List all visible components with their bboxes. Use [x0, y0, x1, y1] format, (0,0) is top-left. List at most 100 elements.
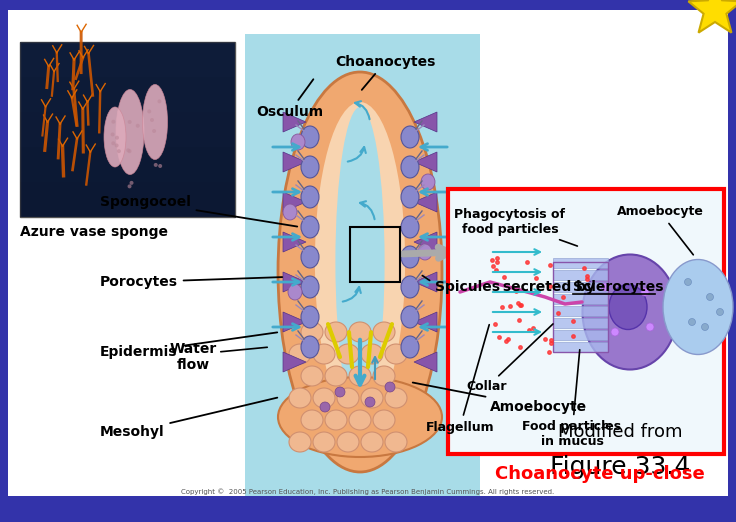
Text: Water
flow: Water flow: [169, 342, 216, 372]
Ellipse shape: [365, 397, 375, 407]
Bar: [448, 189, 724, 454]
Ellipse shape: [301, 186, 319, 208]
Bar: [553, 330, 608, 340]
Text: Amoebocyte: Amoebocyte: [413, 383, 587, 414]
Text: Amoebocyte: Amoebocyte: [617, 206, 704, 255]
Ellipse shape: [104, 107, 126, 167]
Text: Flagellum: Flagellum: [425, 325, 495, 433]
Ellipse shape: [349, 366, 371, 386]
Polygon shape: [283, 192, 306, 212]
Ellipse shape: [418, 244, 432, 260]
Text: Spongocoel: Spongocoel: [100, 195, 297, 227]
Ellipse shape: [130, 181, 133, 185]
Ellipse shape: [707, 293, 713, 301]
Text: Choanocytes: Choanocytes: [335, 55, 436, 90]
Ellipse shape: [385, 432, 407, 452]
Text: Epidermis: Epidermis: [100, 333, 277, 359]
Ellipse shape: [313, 388, 335, 408]
Ellipse shape: [115, 136, 119, 140]
Polygon shape: [414, 232, 437, 252]
Bar: [553, 262, 608, 352]
Ellipse shape: [116, 89, 144, 174]
Ellipse shape: [611, 328, 619, 336]
Text: Sclerocytes: Sclerocytes: [573, 280, 663, 294]
Polygon shape: [283, 272, 306, 292]
Bar: [553, 270, 608, 280]
Text: Osculum: Osculum: [256, 79, 323, 119]
Ellipse shape: [361, 344, 383, 364]
Ellipse shape: [601, 283, 609, 291]
Ellipse shape: [315, 102, 405, 422]
Text: Choanocyte up-close: Choanocyte up-close: [495, 465, 705, 483]
Ellipse shape: [126, 148, 130, 152]
Ellipse shape: [278, 72, 442, 472]
Ellipse shape: [337, 432, 359, 452]
Bar: [20, 112, 235, 147]
Bar: [20, 147, 235, 182]
Ellipse shape: [349, 322, 371, 342]
Ellipse shape: [684, 279, 692, 286]
Ellipse shape: [325, 322, 347, 342]
Ellipse shape: [301, 306, 319, 328]
Ellipse shape: [301, 246, 319, 268]
Ellipse shape: [336, 107, 385, 417]
Ellipse shape: [385, 344, 407, 364]
Ellipse shape: [158, 99, 161, 103]
Ellipse shape: [301, 336, 319, 358]
Bar: [20, 42, 235, 217]
Ellipse shape: [111, 120, 116, 124]
Ellipse shape: [301, 156, 319, 178]
Ellipse shape: [301, 216, 319, 238]
Polygon shape: [414, 112, 437, 132]
Ellipse shape: [337, 388, 359, 408]
Bar: [20, 42, 235, 77]
Ellipse shape: [289, 344, 311, 364]
Ellipse shape: [150, 118, 154, 122]
Ellipse shape: [373, 322, 395, 342]
Text: Azure vase sponge: Azure vase sponge: [20, 225, 168, 239]
Bar: [350, 227, 400, 282]
Ellipse shape: [401, 186, 419, 208]
Polygon shape: [283, 232, 306, 252]
Bar: [20, 182, 235, 217]
Ellipse shape: [154, 163, 158, 167]
Ellipse shape: [337, 344, 359, 364]
Ellipse shape: [143, 85, 168, 160]
Ellipse shape: [361, 388, 383, 408]
Bar: [553, 282, 608, 292]
Polygon shape: [414, 192, 437, 212]
Text: Copyright ©  2005 Pearson Education, Inc. Publishing as Pearson Benjamin Cumming: Copyright © 2005 Pearson Education, Inc.…: [181, 489, 555, 495]
Bar: [553, 294, 608, 304]
Ellipse shape: [289, 388, 311, 408]
Ellipse shape: [152, 129, 156, 133]
Ellipse shape: [147, 110, 151, 113]
Ellipse shape: [349, 410, 371, 430]
Ellipse shape: [373, 366, 395, 386]
Ellipse shape: [688, 318, 696, 326]
Ellipse shape: [291, 134, 305, 150]
Ellipse shape: [158, 164, 162, 168]
Polygon shape: [414, 272, 437, 292]
Bar: [553, 306, 608, 316]
Ellipse shape: [373, 410, 395, 430]
Bar: [553, 318, 608, 328]
Text: secreted by: secreted by: [498, 280, 600, 294]
Ellipse shape: [110, 133, 115, 136]
Polygon shape: [283, 152, 306, 172]
Ellipse shape: [289, 432, 311, 452]
Ellipse shape: [609, 284, 647, 329]
Ellipse shape: [401, 276, 419, 298]
Ellipse shape: [401, 306, 419, 328]
Ellipse shape: [301, 126, 319, 148]
Ellipse shape: [115, 144, 118, 148]
Ellipse shape: [385, 382, 395, 392]
Ellipse shape: [135, 124, 140, 128]
Text: Phagocytosis of
food particles: Phagocytosis of food particles: [455, 208, 577, 246]
Ellipse shape: [385, 388, 407, 408]
Ellipse shape: [117, 149, 121, 153]
Ellipse shape: [288, 284, 302, 300]
Ellipse shape: [401, 246, 419, 268]
Text: Porocytes: Porocytes: [100, 275, 282, 289]
Ellipse shape: [283, 204, 297, 220]
Ellipse shape: [313, 344, 335, 364]
